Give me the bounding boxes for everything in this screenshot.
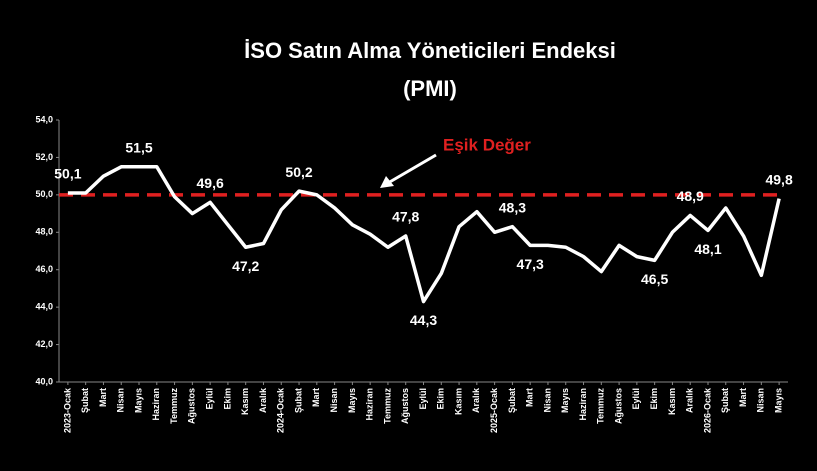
data-label: 48,3	[499, 199, 526, 215]
x-tick-label: Kasım	[453, 388, 463, 415]
x-tick-label: Eylül	[631, 388, 641, 410]
x-tick-label: Mayıs	[347, 388, 357, 413]
x-tick-label: Mart	[525, 388, 535, 407]
x-tick-label: Temmuz	[382, 388, 392, 424]
chart-title: İSO Satın Alma Yöneticileri Endeksi	[244, 38, 616, 63]
data-label: 49,8	[765, 171, 792, 187]
x-tick-label: Nisan	[116, 388, 126, 413]
x-tick-label: 2023-Ocak	[62, 387, 72, 433]
data-label: 51,5	[125, 139, 152, 155]
data-label: 48,9	[677, 188, 704, 204]
x-tick-label: Mayıs	[133, 388, 143, 413]
y-tick-label: 46,0	[35, 264, 53, 274]
x-tick-label: Temmuz	[596, 388, 606, 424]
x-tick-label: Şubat	[80, 388, 90, 413]
y-tick-label: 42,0	[35, 339, 53, 349]
x-tick-label: Ağustos	[187, 388, 197, 424]
x-tick-label: Haziran	[365, 388, 375, 421]
x-tick-label: Ekim	[436, 388, 446, 410]
x-tick-label: Nisan	[542, 388, 552, 413]
x-tick-label: Aralık	[258, 387, 268, 413]
annotation-arrow	[387, 153, 437, 185]
y-tick-label: 52,0	[35, 152, 53, 162]
data-label: 49,6	[197, 175, 224, 191]
data-label: 48,1	[694, 241, 721, 257]
data-label: 44,3	[410, 312, 437, 328]
x-tick-label: Mayıs	[773, 388, 783, 413]
x-tick-label: 2025-Ocak	[489, 387, 499, 433]
x-tick-label: Haziran	[151, 388, 161, 421]
data-label: 50,1	[54, 166, 81, 182]
x-tick-label: Kasım	[667, 388, 677, 415]
x-tick-label: 2024-Ocak	[276, 387, 286, 433]
chart-subtitle: (PMI)	[403, 76, 457, 101]
data-line	[67, 165, 781, 304]
data-label: 47,2	[232, 258, 259, 274]
x-tick-label: Kasım	[240, 388, 250, 415]
x-tick-label: Şubat	[293, 388, 303, 413]
x-tick-label: Aralık	[471, 387, 481, 413]
x-tick-label: Eylül	[418, 388, 428, 410]
data-label: 47,8	[392, 209, 419, 225]
x-tick-label: Ekim	[649, 388, 659, 410]
x-tick-label: Ağustos	[400, 388, 410, 424]
y-tick-label: 50,0	[35, 189, 53, 199]
x-tick-label: Mart	[738, 388, 748, 407]
x-tick-label: Haziran	[578, 388, 588, 421]
y-tick-label: 44,0	[35, 302, 53, 312]
x-tick-label: Ağustos	[613, 388, 623, 424]
data-label: 46,5	[641, 271, 668, 287]
x-tick-label: Şubat	[720, 388, 730, 413]
x-tick-label: Aralık	[685, 387, 695, 413]
x-tick-label: Nisan	[756, 388, 766, 413]
data-label: 50,2	[285, 164, 312, 180]
y-tick-label: 48,0	[35, 227, 53, 237]
x-tick-label: 2026-Ocak	[702, 387, 712, 433]
x-tick-label: Nisan	[329, 388, 339, 413]
x-tick-label: Eylül	[205, 388, 215, 410]
x-tick-label: Temmuz	[169, 388, 179, 424]
x-tick-label: Mart	[98, 388, 108, 407]
x-tick-label: Mayıs	[560, 388, 570, 413]
x-tick-label: Ekim	[222, 388, 232, 410]
y-tick-label: 54,0	[35, 114, 53, 124]
x-tick-label: Mart	[311, 388, 321, 407]
y-tick-label: 40,0	[35, 376, 53, 386]
x-tick-label: Şubat	[507, 388, 517, 413]
annotation: Eşik Değer	[443, 135, 531, 154]
data-label: 47,3	[517, 256, 544, 272]
annotation-arrowhead	[380, 176, 394, 188]
